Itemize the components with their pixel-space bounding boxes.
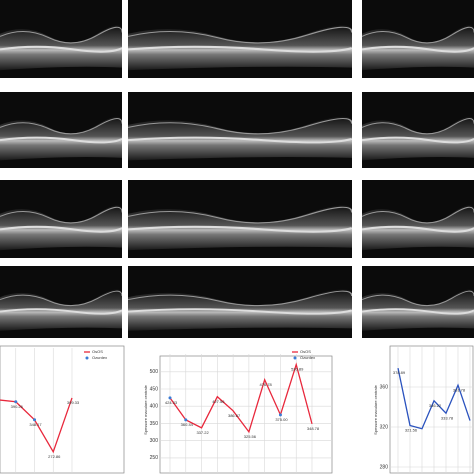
oct-image <box>0 92 122 168</box>
oct-image <box>128 0 352 78</box>
value-label: 272.86 <box>48 454 61 459</box>
legend-label: Ozurdex <box>92 355 107 360</box>
y-tick-label: 450 <box>150 386 159 392</box>
data-point <box>168 396 172 400</box>
y-tick-label: 400 <box>150 404 159 410</box>
y-tick-label: 360 <box>380 384 389 390</box>
value-label: 321.56 <box>405 428 418 433</box>
data-line <box>169 362 313 434</box>
value-label: 390.26 <box>11 404 24 409</box>
oct-images <box>0 0 474 338</box>
value-label: 424.33 <box>165 400 178 405</box>
plot-frame <box>0 345 125 474</box>
data-point <box>278 413 282 417</box>
oct-image <box>362 266 474 338</box>
oct-image <box>128 92 352 168</box>
chart-frames <box>0 345 474 474</box>
value-label: 360.44 <box>181 422 194 427</box>
legend-label: OsOS <box>92 349 103 354</box>
value-label: 333.78 <box>441 415 454 420</box>
y-axis-title: Spessore maculare centrale <box>373 384 378 435</box>
y-tick-label: 350 <box>150 421 159 427</box>
y-axis-title: Spessore maculare centrale <box>143 384 148 435</box>
value-label: 386.67 <box>228 413 241 418</box>
legend-label: Ozurdex <box>300 355 315 360</box>
data-line <box>397 367 471 430</box>
y-tick-label: 250 <box>150 455 159 461</box>
oct-image <box>362 92 474 168</box>
y-tick-label: 280 <box>380 464 389 470</box>
oct-image <box>0 266 122 338</box>
legend-swatch <box>85 356 89 360</box>
value-label: 399.33 <box>67 400 80 405</box>
oct-image <box>362 180 474 258</box>
plot-frame <box>389 345 474 474</box>
oct-image <box>128 266 352 338</box>
data-point <box>14 400 18 404</box>
value-label: 348.78 <box>307 426 320 431</box>
oct-image <box>0 180 122 258</box>
oct-image <box>0 0 122 78</box>
value-label: 375.00 <box>275 417 288 422</box>
y-tick-label: 320 <box>380 424 389 430</box>
data-point <box>184 418 188 422</box>
value-label: 476.78 <box>260 382 273 387</box>
oct-image <box>128 180 352 258</box>
value-label: 337.22 <box>196 430 209 435</box>
oct-image <box>362 0 474 78</box>
value-label: 378.89 <box>393 370 406 375</box>
y-tick-label: 500 <box>150 369 159 375</box>
plot-frame <box>159 355 333 474</box>
value-label: 346.22 <box>429 403 442 408</box>
value-label: 361.78 <box>453 387 466 392</box>
value-label: 325.56 <box>244 434 257 439</box>
value-label: 348.17 <box>29 422 42 427</box>
legend-swatch <box>293 356 297 360</box>
data-point <box>33 418 36 422</box>
legend-label: OsOS <box>300 349 311 354</box>
value-label: 520.89 <box>291 367 304 372</box>
y-tick-label: 300 <box>150 438 159 444</box>
value-label: 427.56 <box>212 399 225 404</box>
